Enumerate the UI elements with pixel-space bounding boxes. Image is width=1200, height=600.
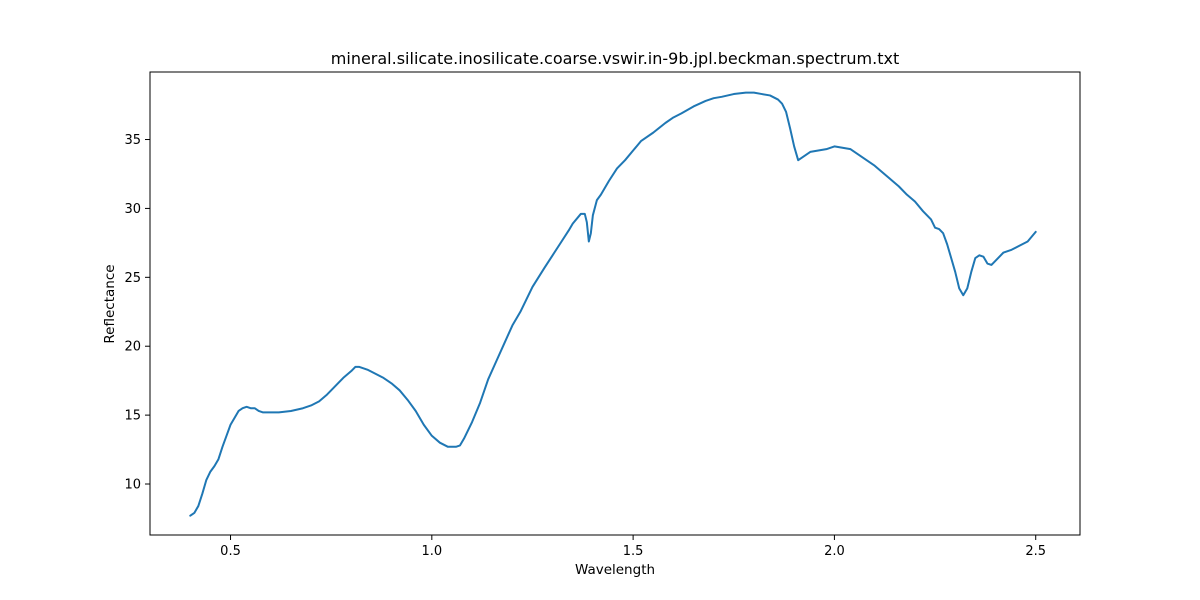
y-tick-label: 30 <box>124 202 141 217</box>
y-tick-label: 10 <box>124 478 141 493</box>
x-tick-label: 0.5 <box>220 544 241 559</box>
plot-area <box>189 91 1037 517</box>
x-tick-label: 2.5 <box>1025 544 1046 559</box>
y-tick-label: 25 <box>124 271 141 286</box>
y-tick-label: 15 <box>124 409 141 424</box>
x-axis-ticks: 0.5 1.0 1.5 2.0 2.5 <box>220 535 1046 559</box>
y-tick-label: 20 <box>124 340 141 355</box>
x-axis-label: Wavelength <box>575 562 655 578</box>
spectrum-line <box>189 91 1037 517</box>
axes-frame <box>149 71 1081 536</box>
y-tick-label: 35 <box>124 133 141 148</box>
x-tick-label: 1.0 <box>421 544 442 559</box>
y-axis-label: Reflectance <box>102 264 118 343</box>
x-tick-label: 2.0 <box>824 544 845 559</box>
x-tick-label: 1.5 <box>623 544 644 559</box>
chart-title: mineral.silicate.inosilicate.coarse.vswi… <box>331 49 899 68</box>
y-axis-ticks: 10 15 20 25 30 35 <box>124 133 150 493</box>
